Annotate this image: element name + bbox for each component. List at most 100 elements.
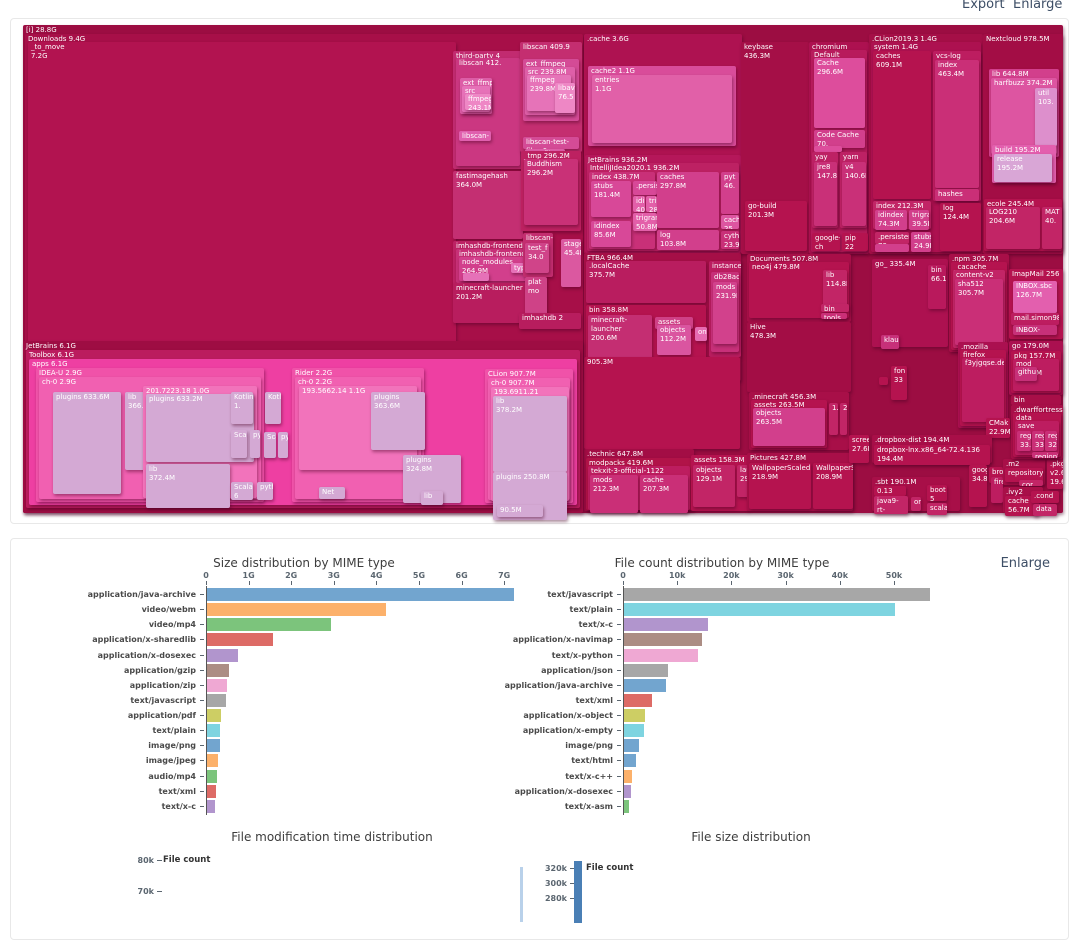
treemap-cell[interactable]: or	[911, 497, 921, 511]
treemap-cell[interactable]: google-ch Default	[812, 233, 840, 251]
treemap-cell[interactable]: Kotlin 1.	[231, 392, 253, 424]
treemap-cell[interactable]: LOG210 204.6M	[986, 207, 1040, 249]
treemap-cell[interactable]: idindex 85.6M	[591, 221, 631, 247]
treemap-cell[interactable]	[463, 273, 489, 281]
treemap-cell[interactable]: 1.1	[829, 403, 838, 435]
treemap-cell[interactable]: java9-rt- 68.1M	[874, 496, 908, 514]
treemap-cell[interactable]: Scal	[231, 430, 247, 458]
treemap-cell[interactable]: ffmpeg 243.1M	[465, 94, 491, 110]
treemap-cell[interactable]: Kotlin	[265, 392, 281, 424]
treemap-cell[interactable]: bin 66.1	[928, 265, 946, 309]
treemap-cell[interactable]: go-build 201.3M	[745, 201, 807, 251]
treemap-cell[interactable]: lib 378.2M	[493, 396, 567, 472]
treemap-cell[interactable]: caches 297.8M	[657, 172, 719, 228]
treemap-cell[interactable]: tools	[821, 313, 847, 319]
treemap-cell[interactable]	[879, 377, 888, 385]
treemap-cell[interactable]: pyt 46.	[721, 172, 739, 214]
treemap-cell[interactable]: pyth	[257, 482, 273, 500]
disk-usage-treemap[interactable]: [i] 28.8G Downloads 9.4G _to_move 7.2G thir…	[23, 25, 1063, 520]
treemap-cell[interactable]: Net	[319, 487, 345, 499]
treemap-cell[interactable]: trig 28	[646, 196, 657, 212]
treemap-cell[interactable]: libscan-test-files 6	[523, 137, 579, 149]
treemap-cell[interactable]: objects 263.5M	[753, 408, 825, 446]
treemap-cell[interactable]: libav 76.5	[555, 83, 575, 113]
treemap-cell[interactable]: scala-	[927, 503, 947, 515]
treemap-cell[interactable]: caches 609.1M	[873, 51, 931, 199]
treemap-cell[interactable]: lib	[421, 491, 443, 505]
treemap-cell[interactable]: dropbox-lnx.x86_64-72.4.136 194.4M	[874, 445, 990, 465]
treemap-cell[interactable]: 905.3M	[584, 357, 740, 449]
treemap-cell[interactable]: boot 5	[927, 485, 947, 501]
treemap-cell[interactable]: Sca	[264, 432, 276, 458]
treemap-cell[interactable]: plugins 633.6M	[53, 392, 121, 494]
treemap-cell[interactable]: log 124.4M	[940, 203, 981, 251]
treemap-cell[interactable]: _to_move 7.2G	[28, 42, 456, 345]
treemap-cell[interactable]: regio 33.5	[1017, 431, 1031, 451]
treemap-cell[interactable]: idindex 74.3M	[875, 210, 907, 230]
treemap-cell[interactable]: stubs 24.9M	[911, 232, 931, 252]
treemap-cell[interactable]: idin 40.2	[633, 196, 645, 212]
treemap-cell[interactable]: WallpaperScaled 218.9M	[749, 463, 811, 509]
treemap-cell[interactable]: bin 55.8M	[821, 304, 849, 312]
treemap-cell[interactable]: plugins 363.6M	[371, 392, 425, 450]
treemap-cell[interactable]: index 463.4M	[935, 60, 979, 188]
treemap-cell[interactable]: fastimagehash 364.0M	[453, 171, 523, 239]
treemap-cell[interactable]: githu	[1015, 367, 1037, 381]
treemap-cell[interactable]: mods 231.9M	[713, 282, 737, 344]
treemap-cell[interactable]: entries 1.1G	[592, 75, 732, 143]
treemap-cell[interactable]: cor	[1019, 480, 1043, 486]
treemap-cell[interactable]: py	[278, 432, 288, 458]
treemap-cell[interactable]: 25	[840, 403, 847, 435]
treemap-cell[interactable]: .cond	[1031, 491, 1059, 503]
treemap-cell[interactable]	[875, 244, 909, 252]
treemap-cell[interactable]: sha512 305.7M	[955, 279, 1003, 345]
treemap-cell[interactable]: reg 33.	[1032, 431, 1044, 451]
treemap-cell[interactable]: bin	[1011, 395, 1061, 405]
treemap-cell[interactable]: region2	[1032, 452, 1058, 458]
treemap-cell[interactable]: trigram 39.5M	[909, 210, 929, 230]
treemap-cell[interactable]: on	[695, 327, 707, 341]
treemap-cell[interactable]: libscan-test-file	[459, 131, 491, 141]
treemap-cell[interactable]: plat mo	[525, 277, 547, 317]
treemap-cell[interactable]: .pkg- v2.6 19.6	[1047, 459, 1063, 489]
treemap-cell[interactable]: Hive 478.3M	[747, 322, 851, 392]
treemap-cell[interactable]: hashes	[935, 189, 979, 201]
treemap-cell[interactable]: INBOX-1.sbd	[1013, 325, 1057, 335]
treemap-cell[interactable]: .localCache 375.7M	[586, 261, 706, 303]
treemap-cell[interactable]: py	[250, 430, 260, 458]
treemap-cell[interactable]: WallpaperSrc 208.9M	[813, 463, 853, 509]
treemap-cell[interactable]: regi 32.	[1045, 431, 1057, 451]
treemap-cell[interactable]: cytho 23.9	[721, 231, 739, 249]
treemap-cell[interactable]: .persist.	[633, 181, 657, 195]
treemap-cell[interactable]: mods 212.3M	[590, 475, 638, 513]
treemap-cell[interactable]: trigram. 50.8M	[633, 213, 657, 231]
treemap-cell[interactable]: mail.simon98	[1011, 313, 1059, 325]
treemap-cell[interactable]: imhashdb 2	[519, 313, 581, 329]
treemap-cell[interactable]: util 103.	[1035, 88, 1057, 146]
treemap-cell[interactable]: Cache 296.6M	[814, 58, 865, 128]
treemap-cell[interactable]: 90.5M	[497, 505, 543, 517]
treemap-cell[interactable]: firefo	[991, 477, 1003, 503]
treemap-cell[interactable]: test_f 34.0	[525, 243, 549, 273]
treemap-cell[interactable]: MAT 40.	[1042, 207, 1062, 249]
treemap-cell[interactable]: lib 114.8M	[823, 270, 847, 306]
treemap-cell[interactable]: lib 372.4M	[146, 464, 230, 508]
treemap-cell[interactable]: objects 129.1M	[693, 465, 735, 507]
treemap-cell[interactable]: Buddhism 296.2M	[524, 159, 578, 225]
treemap-cell[interactable]: screen 27.6M	[849, 435, 869, 463]
treemap-cell[interactable]: .persistent 73.	[875, 232, 909, 244]
treemap-cell[interactable]: 0.13 68.1	[874, 486, 906, 496]
treemap-cell[interactable]: jre8 147.8M	[814, 162, 837, 226]
treemap-cell[interactable]: cach 25.	[721, 215, 739, 229]
treemap-cell[interactable]: v4 140.6M	[842, 162, 866, 226]
treemap-cell[interactable]: google-. 34.8M	[969, 465, 987, 507]
treemap-cell[interactable]: Scala 6	[231, 482, 253, 500]
treemap-cell[interactable]: cache 207.3M	[640, 475, 688, 513]
treemap-cell[interactable]: stage 45.4M	[561, 239, 581, 287]
treemap-cell[interactable]: INBOX.sbc 126.7M	[1013, 281, 1057, 313]
treemap-cell[interactable]: klau	[881, 335, 899, 349]
treemap-cell[interactable]: data	[1033, 504, 1057, 516]
treemap-cell[interactable]: f3yjgqse.defau	[962, 358, 1004, 422]
treemap-cell[interactable]: stubs 181.4M	[591, 181, 631, 217]
treemap-cell[interactable]: release 195.2M	[994, 154, 1052, 182]
